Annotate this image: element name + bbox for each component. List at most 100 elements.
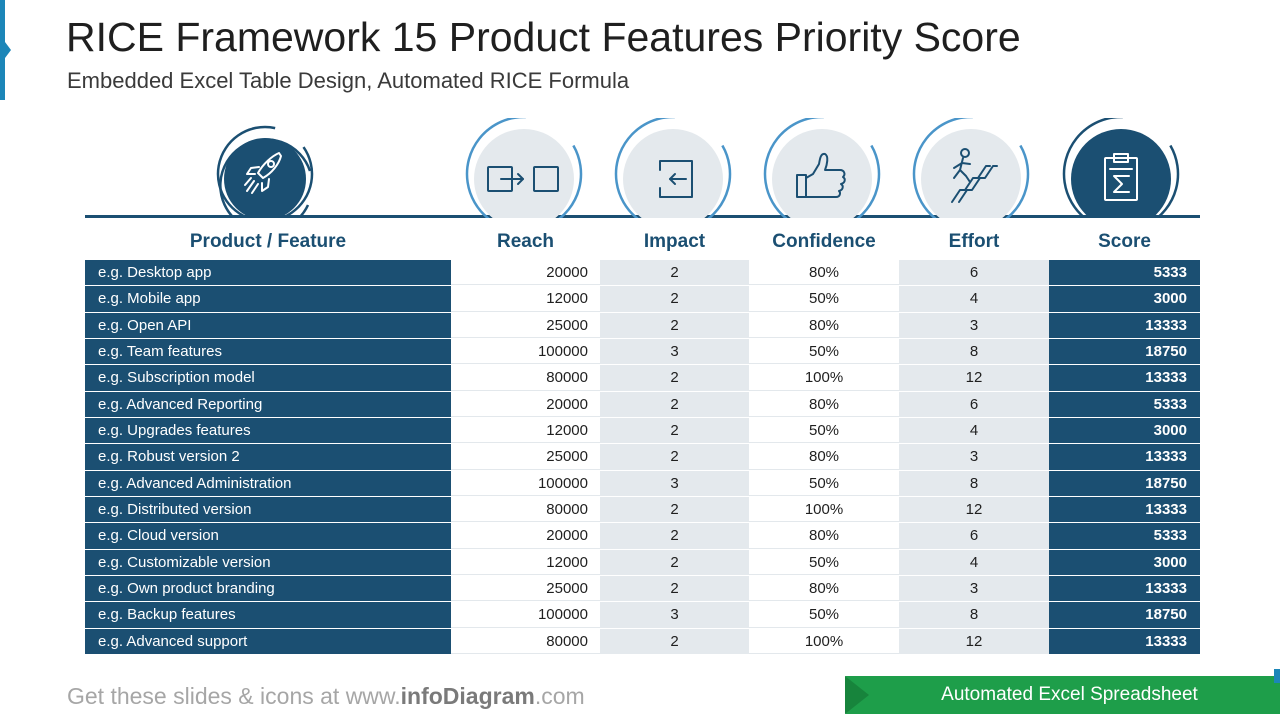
- cell-effort: 6: [899, 260, 1049, 286]
- row-separator: [85, 285, 1200, 287]
- cell-effort: 3: [899, 444, 1049, 470]
- table-row: e.g. Team features 100000 3 50% 8 18750: [85, 338, 1200, 366]
- row-separator: [85, 495, 1200, 497]
- cell-impact: 2: [600, 496, 749, 523]
- footer-text: Get these slides & icons at www.infoDiag…: [67, 683, 585, 710]
- table-row: e.g. Advanced Reporting 20000 2 80% 6 5333: [85, 391, 1200, 418]
- cell-effort: 3: [899, 312, 1049, 338]
- cell-impact: 3: [600, 338, 749, 365]
- cell-feature: e.g. Backup features: [85, 602, 451, 628]
- reach-arrow-icon: [463, 118, 583, 218]
- page-subtitle: Embedded Excel Table Design, Automated R…: [67, 68, 630, 93]
- cell-feature: e.g. Desktop app: [85, 260, 451, 286]
- cell-reach: 25000: [451, 575, 600, 602]
- cell-impact: 3: [600, 602, 749, 628]
- row-separator: [85, 390, 1200, 392]
- cell-confidence: 50%: [749, 417, 899, 444]
- cell-confidence: 100%: [749, 628, 899, 654]
- cell-confidence: 80%: [749, 260, 899, 286]
- cell-reach: 80000: [451, 628, 600, 654]
- cell-feature: e.g. Own product branding: [85, 575, 451, 602]
- header-impact: Impact: [643, 231, 706, 252]
- table-row: e.g. Distributed version 80000 2 100% 12 1333…: [85, 496, 1200, 524]
- row-separator: [85, 653, 1200, 655]
- footer-brand: infoDiagram: [400, 683, 535, 709]
- cell-effort: 3: [899, 575, 1049, 602]
- cell-reach: 20000: [451, 260, 600, 286]
- header-confidence: Confidence: [772, 231, 876, 252]
- cell-impact: 3: [600, 470, 749, 496]
- cell-feature: e.g. Team features: [85, 338, 451, 365]
- cell-confidence: 80%: [749, 391, 899, 417]
- cell-confidence: 100%: [749, 496, 899, 523]
- cell-impact: 2: [600, 417, 749, 444]
- cell-impact: 2: [600, 575, 749, 602]
- climbing-stairs-icon: [910, 118, 1030, 218]
- cell-reach: 100000: [451, 470, 600, 496]
- table-row: e.g. Advanced support 80000 2 100% 12 13333: [85, 628, 1200, 655]
- cell-confidence: 50%: [749, 549, 899, 575]
- table-row: e.g. Upgrades features 12000 2 50% 4 3000: [85, 417, 1200, 445]
- cell-impact: 2: [600, 444, 749, 470]
- cell-reach: 25000: [451, 444, 600, 470]
- cell-feature: e.g. Advanced Reporting: [85, 391, 451, 417]
- header-reach: Reach: [496, 231, 555, 252]
- row-separator: [85, 311, 1200, 313]
- cell-feature: e.g. Open API: [85, 312, 451, 338]
- header-score: Score: [1098, 231, 1151, 252]
- cell-confidence: 80%: [749, 523, 899, 549]
- cell-effort: 12: [899, 628, 1049, 654]
- banner-label: Automated Excel Spreadsheet: [941, 684, 1198, 705]
- cell-feature: e.g. Cloud version: [85, 523, 451, 549]
- cell-score: 18750: [1049, 602, 1200, 628]
- cell-impact: 2: [600, 365, 749, 391]
- cell-effort: 4: [899, 286, 1049, 312]
- cell-impact: 2: [600, 286, 749, 312]
- cell-score: 13333: [1049, 496, 1200, 523]
- row-separator: [85, 601, 1200, 603]
- cell-score: 3000: [1049, 417, 1200, 444]
- cell-impact: 2: [600, 523, 749, 549]
- cell-impact: 2: [600, 391, 749, 417]
- cell-score: 13333: [1049, 444, 1200, 470]
- cell-impact: 2: [600, 260, 749, 286]
- left-accent-bar: [0, 0, 11, 100]
- cell-reach: 12000: [451, 417, 600, 444]
- cell-reach: 80000: [451, 496, 600, 523]
- row-separator: [85, 364, 1200, 366]
- row-separator: [85, 337, 1200, 339]
- cell-confidence: 80%: [749, 444, 899, 470]
- cell-confidence: 50%: [749, 602, 899, 628]
- excel-banner: Automated Excel Spreadsheet: [845, 676, 1280, 714]
- cell-effort: 4: [899, 549, 1049, 575]
- cell-score: 13333: [1049, 365, 1200, 391]
- table-row: e.g. Backup features 100000 3 50% 8 18750: [85, 602, 1200, 629]
- cell-feature: e.g. Customizable version: [85, 549, 451, 575]
- cell-impact: 2: [600, 549, 749, 575]
- cell-effort: 8: [899, 470, 1049, 496]
- cell-effort: 4: [899, 417, 1049, 444]
- cell-score: 13333: [1049, 628, 1200, 654]
- cell-effort: 6: [899, 391, 1049, 417]
- cell-score: 5333: [1049, 523, 1200, 549]
- icon-row: [85, 118, 1200, 220]
- row-separator: [85, 627, 1200, 629]
- cell-score: 3000: [1049, 549, 1200, 575]
- cell-effort: 8: [899, 338, 1049, 365]
- cell-reach: 80000: [451, 365, 600, 391]
- cell-confidence: 80%: [749, 312, 899, 338]
- row-separator: [85, 574, 1200, 576]
- cell-score: 5333: [1049, 391, 1200, 417]
- cell-reach: 100000: [451, 602, 600, 628]
- table-row: e.g. Advanced Administration 100000 3 50% 8 1…: [85, 470, 1200, 497]
- header-effort: Effort: [948, 231, 1000, 252]
- row-separator: [85, 469, 1200, 471]
- table-row: e.g. Mobile app 12000 2 50% 4 3000: [85, 286, 1200, 313]
- cell-score: 18750: [1049, 338, 1200, 365]
- cell-reach: 25000: [451, 312, 600, 338]
- cell-feature: e.g. Advanced support: [85, 628, 451, 654]
- table-row: e.g. Desktop app 20000 2 80% 6 5333: [85, 260, 1200, 287]
- cell-reach: 20000: [451, 391, 600, 417]
- cell-effort: 8: [899, 602, 1049, 628]
- cell-impact: 2: [600, 312, 749, 338]
